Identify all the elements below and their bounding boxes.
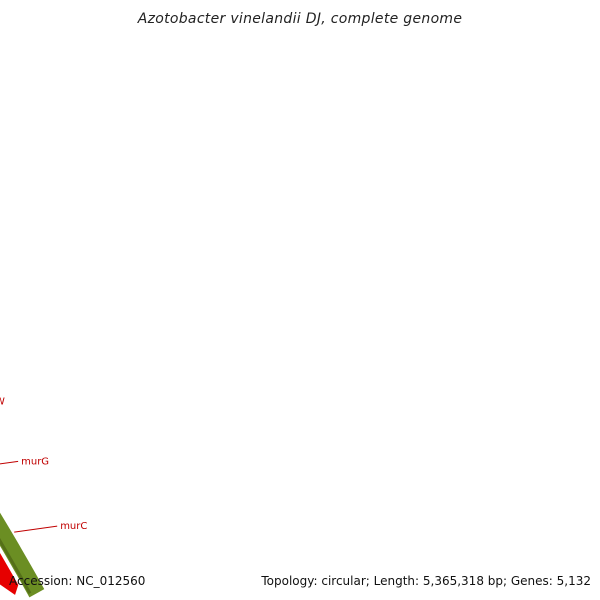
topology-text: Topology: circular; Length: 5,365,318 bp…	[261, 574, 591, 588]
gene-label-ftsW: ftsW	[0, 397, 5, 408]
forward-gene	[0, 550, 20, 597]
gene-label-leader	[14, 525, 58, 533]
accession-text: Accession: NC_012560	[9, 574, 146, 588]
reverse-gene	[0, 512, 45, 598]
gene-label-leader	[0, 460, 19, 465]
gene-labels: ftsImurEmurFmraYmurDftsWmurGmurC	[0, 397, 87, 533]
map-title: Azotobacter vinelandii DJ, complete geno…	[137, 11, 463, 27]
gene-label-murC: murC	[60, 521, 87, 532]
reverse-strand-track	[0, 512, 45, 598]
reverse-gene-shade	[0, 537, 32, 594]
gene-label-murG: murG	[21, 456, 49, 467]
forward-strand-track	[0, 550, 20, 597]
